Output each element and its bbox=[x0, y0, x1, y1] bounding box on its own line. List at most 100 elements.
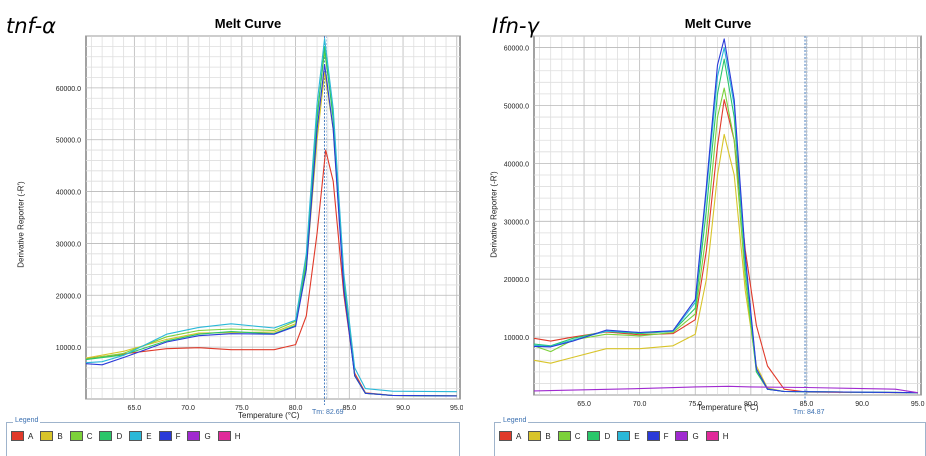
legend-swatch bbox=[557, 431, 571, 441]
legend-swatch bbox=[69, 431, 83, 441]
x-tick-label: 65.0 bbox=[128, 405, 142, 412]
melt-curve-panel-tnf: tnf-α Melt Curve Derivative Reporter (-R… bbox=[0, 0, 463, 456]
x-tick-label: 70.0 bbox=[633, 401, 647, 408]
legend-item-b[interactable]: B bbox=[40, 431, 63, 441]
legend-swatch bbox=[11, 431, 24, 441]
y-tick-label: 20000.0 bbox=[56, 293, 81, 300]
tm-readout: Tm: 84.87 bbox=[793, 409, 825, 416]
series-line-g bbox=[533, 385, 918, 394]
legend-item-g[interactable]: G bbox=[187, 431, 211, 441]
chart-title: Melt Curve bbox=[214, 16, 282, 31]
legend-label: F bbox=[663, 431, 669, 441]
legend-label: E bbox=[146, 431, 152, 441]
plot-frame bbox=[85, 35, 461, 400]
y-tick-label: 50000.0 bbox=[504, 103, 529, 110]
x-tick-label: 80.0 bbox=[289, 405, 303, 412]
series-line-f bbox=[85, 63, 457, 397]
legend-item-c[interactable]: C bbox=[557, 431, 581, 441]
legend-swatch bbox=[528, 431, 542, 441]
x-tick-label: 85.0 bbox=[800, 401, 814, 408]
grid-lines bbox=[534, 35, 921, 396]
legend-swatch bbox=[705, 431, 719, 441]
y-tick-label: 30000.0 bbox=[504, 219, 529, 226]
legend-label: H bbox=[722, 431, 729, 441]
legend-label: D bbox=[604, 431, 611, 441]
legend-item-f[interactable]: F bbox=[158, 431, 181, 441]
x-tick-label: 95.0 bbox=[911, 401, 925, 408]
legend-item-g[interactable]: G bbox=[675, 431, 699, 441]
legend-swatch bbox=[158, 431, 172, 441]
series-line-a bbox=[85, 149, 457, 397]
grid-lines bbox=[86, 35, 460, 400]
melt-curve-panel-ifn: Ifn-γ Melt Curve Derivative Reporter (-R… bbox=[463, 0, 926, 456]
legend-label: B bbox=[545, 431, 551, 441]
legend-item-d[interactable]: D bbox=[99, 431, 122, 441]
legend-box: Legend A B C D E F G H bbox=[6, 417, 460, 456]
legend-item-h[interactable]: H bbox=[217, 431, 241, 441]
legend-swatch bbox=[617, 431, 631, 441]
x-axis-label: Temperature (°C) bbox=[697, 403, 759, 412]
legend-swatch bbox=[675, 431, 689, 441]
x-tick-label: 65.0 bbox=[577, 401, 591, 408]
y-tick-label: 50000.0 bbox=[56, 138, 81, 145]
legend-item-e[interactable]: E bbox=[129, 431, 152, 441]
y-tick-label: 40000.0 bbox=[504, 161, 529, 168]
x-tick-label: 90.0 bbox=[396, 405, 410, 412]
legend-label: A bbox=[516, 431, 522, 441]
melt-curve-plot: 65.0 70.0 75.0 80.0 85.0 90.0 95.0 10000.0 20000… bbox=[504, 35, 925, 408]
series-line-f bbox=[533, 38, 918, 394]
legend-swatch bbox=[587, 431, 601, 441]
legend-label: D bbox=[116, 431, 123, 441]
legend-label: F bbox=[175, 431, 181, 441]
legend-item-a[interactable]: A bbox=[499, 431, 521, 441]
legend-item-f[interactable]: F bbox=[646, 431, 669, 441]
y-tick-label: 40000.0 bbox=[56, 190, 81, 197]
series-line-d bbox=[533, 58, 918, 394]
y-tick-label: 20000.0 bbox=[504, 277, 529, 284]
legend-label: G bbox=[692, 431, 699, 441]
legend-swatch bbox=[99, 431, 113, 441]
legend-item-b[interactable]: B bbox=[528, 431, 551, 441]
y-tick-label: 60000.0 bbox=[56, 86, 81, 93]
series-line-b bbox=[533, 133, 918, 394]
legend-item-h[interactable]: H bbox=[705, 431, 729, 441]
legend-swatch bbox=[499, 431, 512, 441]
chart-title: Melt Curve bbox=[684, 16, 752, 31]
legend-swatch bbox=[187, 431, 201, 441]
legend-title: Legend bbox=[13, 417, 41, 424]
legend-items: A B C D E F G H bbox=[499, 431, 736, 441]
legend-swatch bbox=[646, 431, 660, 441]
y-tick-label: 10000.0 bbox=[56, 345, 81, 352]
legend-swatch bbox=[40, 431, 54, 441]
legend-item-a[interactable]: A bbox=[11, 431, 33, 441]
legend-label: G bbox=[204, 431, 211, 441]
x-tick-label: 75.0 bbox=[235, 405, 249, 412]
legend-items: A B C D E F G H bbox=[11, 431, 248, 441]
legend-item-d[interactable]: D bbox=[587, 431, 610, 441]
legend-label: C bbox=[574, 431, 581, 441]
legend-label: E bbox=[634, 431, 640, 441]
legend-item-c[interactable]: C bbox=[69, 431, 93, 441]
legend-item-e[interactable]: E bbox=[617, 431, 640, 441]
x-tick-label: 85.0 bbox=[342, 405, 356, 412]
tm-readout: Tm: 82.69 bbox=[312, 409, 344, 416]
x-tick-label: 90.0 bbox=[855, 401, 869, 408]
legend-swatch bbox=[129, 431, 143, 441]
series-line-e bbox=[85, 38, 457, 393]
legend-label: H bbox=[234, 431, 241, 441]
x-tick-label: 75.0 bbox=[688, 401, 702, 408]
gene-label-tnf: tnf-α bbox=[6, 14, 56, 38]
legend-label: C bbox=[86, 431, 93, 441]
x-axis-label: Temperature (°C) bbox=[238, 411, 300, 420]
y-tick-label: 30000.0 bbox=[56, 241, 81, 248]
legend-label: A bbox=[28, 431, 34, 441]
y-tick-label: 60000.0 bbox=[504, 46, 529, 53]
y-tick-label: 10000.0 bbox=[504, 335, 529, 342]
legend-box: Legend A B C D E F G H bbox=[494, 417, 926, 456]
plot-frame bbox=[533, 35, 922, 396]
x-tick-label: 95.0 bbox=[450, 405, 463, 412]
gene-label-ifn: Ifn-γ bbox=[492, 14, 539, 38]
x-tick-label: 80.0 bbox=[744, 401, 758, 408]
melt-curve-plot: 65.0 70.0 75.0 80.0 85.0 90.0 95.0 10000.0 20000… bbox=[56, 35, 463, 412]
legend-label: B bbox=[57, 431, 63, 441]
